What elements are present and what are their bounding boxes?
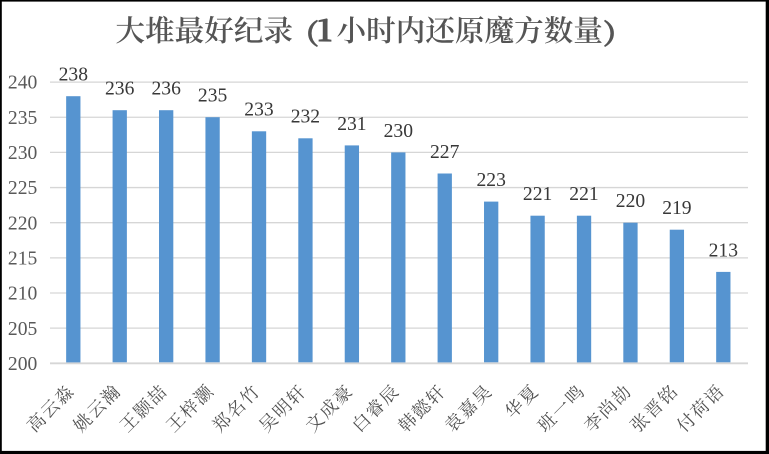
svg-text:231: 231	[337, 114, 366, 135]
svg-text:230: 230	[384, 121, 414, 142]
svg-text:232: 232	[291, 107, 320, 128]
svg-text:210: 210	[8, 284, 38, 305]
svg-text:205: 205	[8, 319, 38, 340]
svg-text:235: 235	[8, 108, 38, 129]
svg-text:238: 238	[59, 65, 89, 86]
svg-text:220: 220	[8, 213, 38, 234]
svg-text:233: 233	[244, 100, 274, 121]
svg-text:221: 221	[523, 184, 552, 205]
svg-text:221: 221	[569, 184, 598, 205]
svg-text:215: 215	[8, 249, 38, 270]
svg-text:213: 213	[709, 240, 739, 261]
svg-text:200: 200	[8, 354, 38, 375]
svg-text:220: 220	[616, 191, 646, 212]
svg-text:240: 240	[8, 73, 38, 94]
svg-text:223: 223	[477, 170, 507, 191]
svg-text:230: 230	[8, 143, 38, 164]
svg-text:236: 236	[152, 79, 182, 100]
svg-text:235: 235	[198, 86, 228, 107]
svg-text:219: 219	[662, 198, 691, 219]
svg-text:227: 227	[430, 142, 460, 163]
svg-text:236: 236	[105, 79, 135, 100]
svg-text:225: 225	[8, 178, 38, 199]
